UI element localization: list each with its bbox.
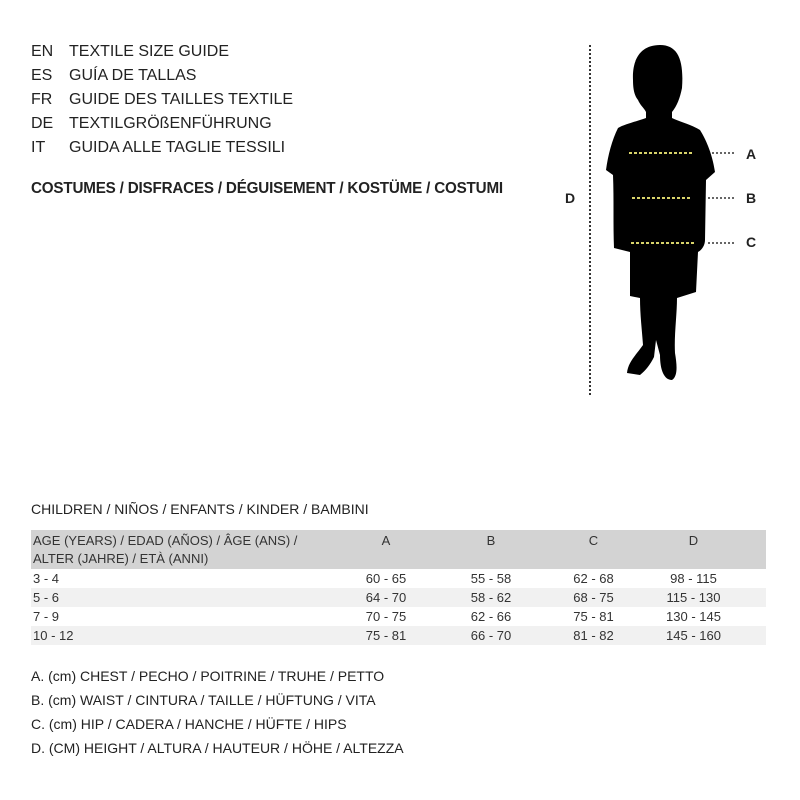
table-row: 5 - 6 64 - 70 58 - 62 68 - 75 115 - 130 [31,588,766,607]
title-en: EN TEXTILE SIZE GUIDE [31,43,230,60]
legend-item: A. (cm) CHEST / PECHO / POITRINE / TRUHE… [31,668,385,684]
header-spacer [741,530,766,569]
label-c: C [746,234,757,250]
d-cell: 115 - 130 [646,588,741,607]
table-row: 7 - 9 70 - 75 62 - 66 75 - 81 130 - 145 [31,607,766,626]
d-cell: 98 - 115 [670,571,717,586]
a-cell: 60 - 65 [365,571,407,586]
b-cell: 58 - 62 [441,588,541,607]
spacer [741,569,766,588]
a-cell: 70 - 75 [365,609,407,624]
d-cell: 145 - 160 [646,626,741,645]
title-it: IT GUIDA ALLE TAGLIE TESSILI [31,139,286,156]
size-table: AGE (YEARS) / EDAD (AÑOS) / ÂGE (ANS) / A… [31,530,766,645]
b-cell: 66 - 70 [441,626,541,645]
c-cell: 75 - 81 [573,609,614,624]
category-heading: COSTUMES / DISFRACES / DÉGUISEMENT / KOS… [31,180,503,197]
table-header: AGE (YEARS) / EDAD (AÑOS) / ÂGE (ANS) / A… [31,530,766,569]
header-d: D [646,530,741,569]
header-c: C [541,530,646,569]
header-a: A [331,530,441,569]
spacer [741,607,766,626]
d-cell: 130 - 145 [666,609,721,624]
table-row: 10 - 12 75 - 81 66 - 70 81 - 82 145 - 160 [31,626,766,645]
b-cell: 62 - 66 [470,609,512,624]
legend-item: C. (cm) HIP / CADERA / HANCHE / HÜFTE / … [31,716,347,732]
legend-item: B. (cm) WAIST / CINTURA / TAILLE / HÜFTU… [31,692,376,708]
spacer [741,626,766,645]
table-title: CHILDREN / NIÑOS / ENFANTS / KINDER / BA… [31,501,369,517]
c-cell: 81 - 82 [541,626,646,645]
age-cell: 5 - 6 [31,588,331,607]
child-silhouette-figure [589,45,736,395]
measurement-legend: A. (cm) CHEST / PECHO / POITRINE / TRUHE… [31,664,404,760]
legend-item: D. (CM) HEIGHT / ALTURA / HAUTEUR / HÖHE… [31,740,404,756]
table-row: 3 - 4 60 - 65 55 - 58 62 - 68 98 - 115 [31,569,766,588]
c-cell: 68 - 75 [541,588,646,607]
c-cell: 62 - 68 [573,571,614,586]
age-header: AGE (YEARS) / EDAD (AÑOS) / ÂGE (ANS) / A… [31,530,331,569]
spacer [741,588,766,607]
a-cell: 64 - 70 [331,588,441,607]
label-b: B [746,190,757,206]
child-silhouette [606,45,715,380]
title-es: ES GUÍA DE TALLAS [31,67,197,84]
label-d: D [565,190,576,206]
age-cell: 3 - 4 [33,571,60,586]
title-fr: FR GUIDE DES TAILLES TEXTILE [31,91,294,108]
a-cell: 75 - 81 [331,626,441,645]
b-cell: 55 - 58 [470,571,512,586]
title-de: DE TEXTILGRÖßENFÜHRUNG [31,115,272,132]
age-cell: 7 - 9 [33,609,60,624]
label-a: A [746,146,757,162]
age-cell: 10 - 12 [31,626,331,645]
header-b: B [441,530,541,569]
